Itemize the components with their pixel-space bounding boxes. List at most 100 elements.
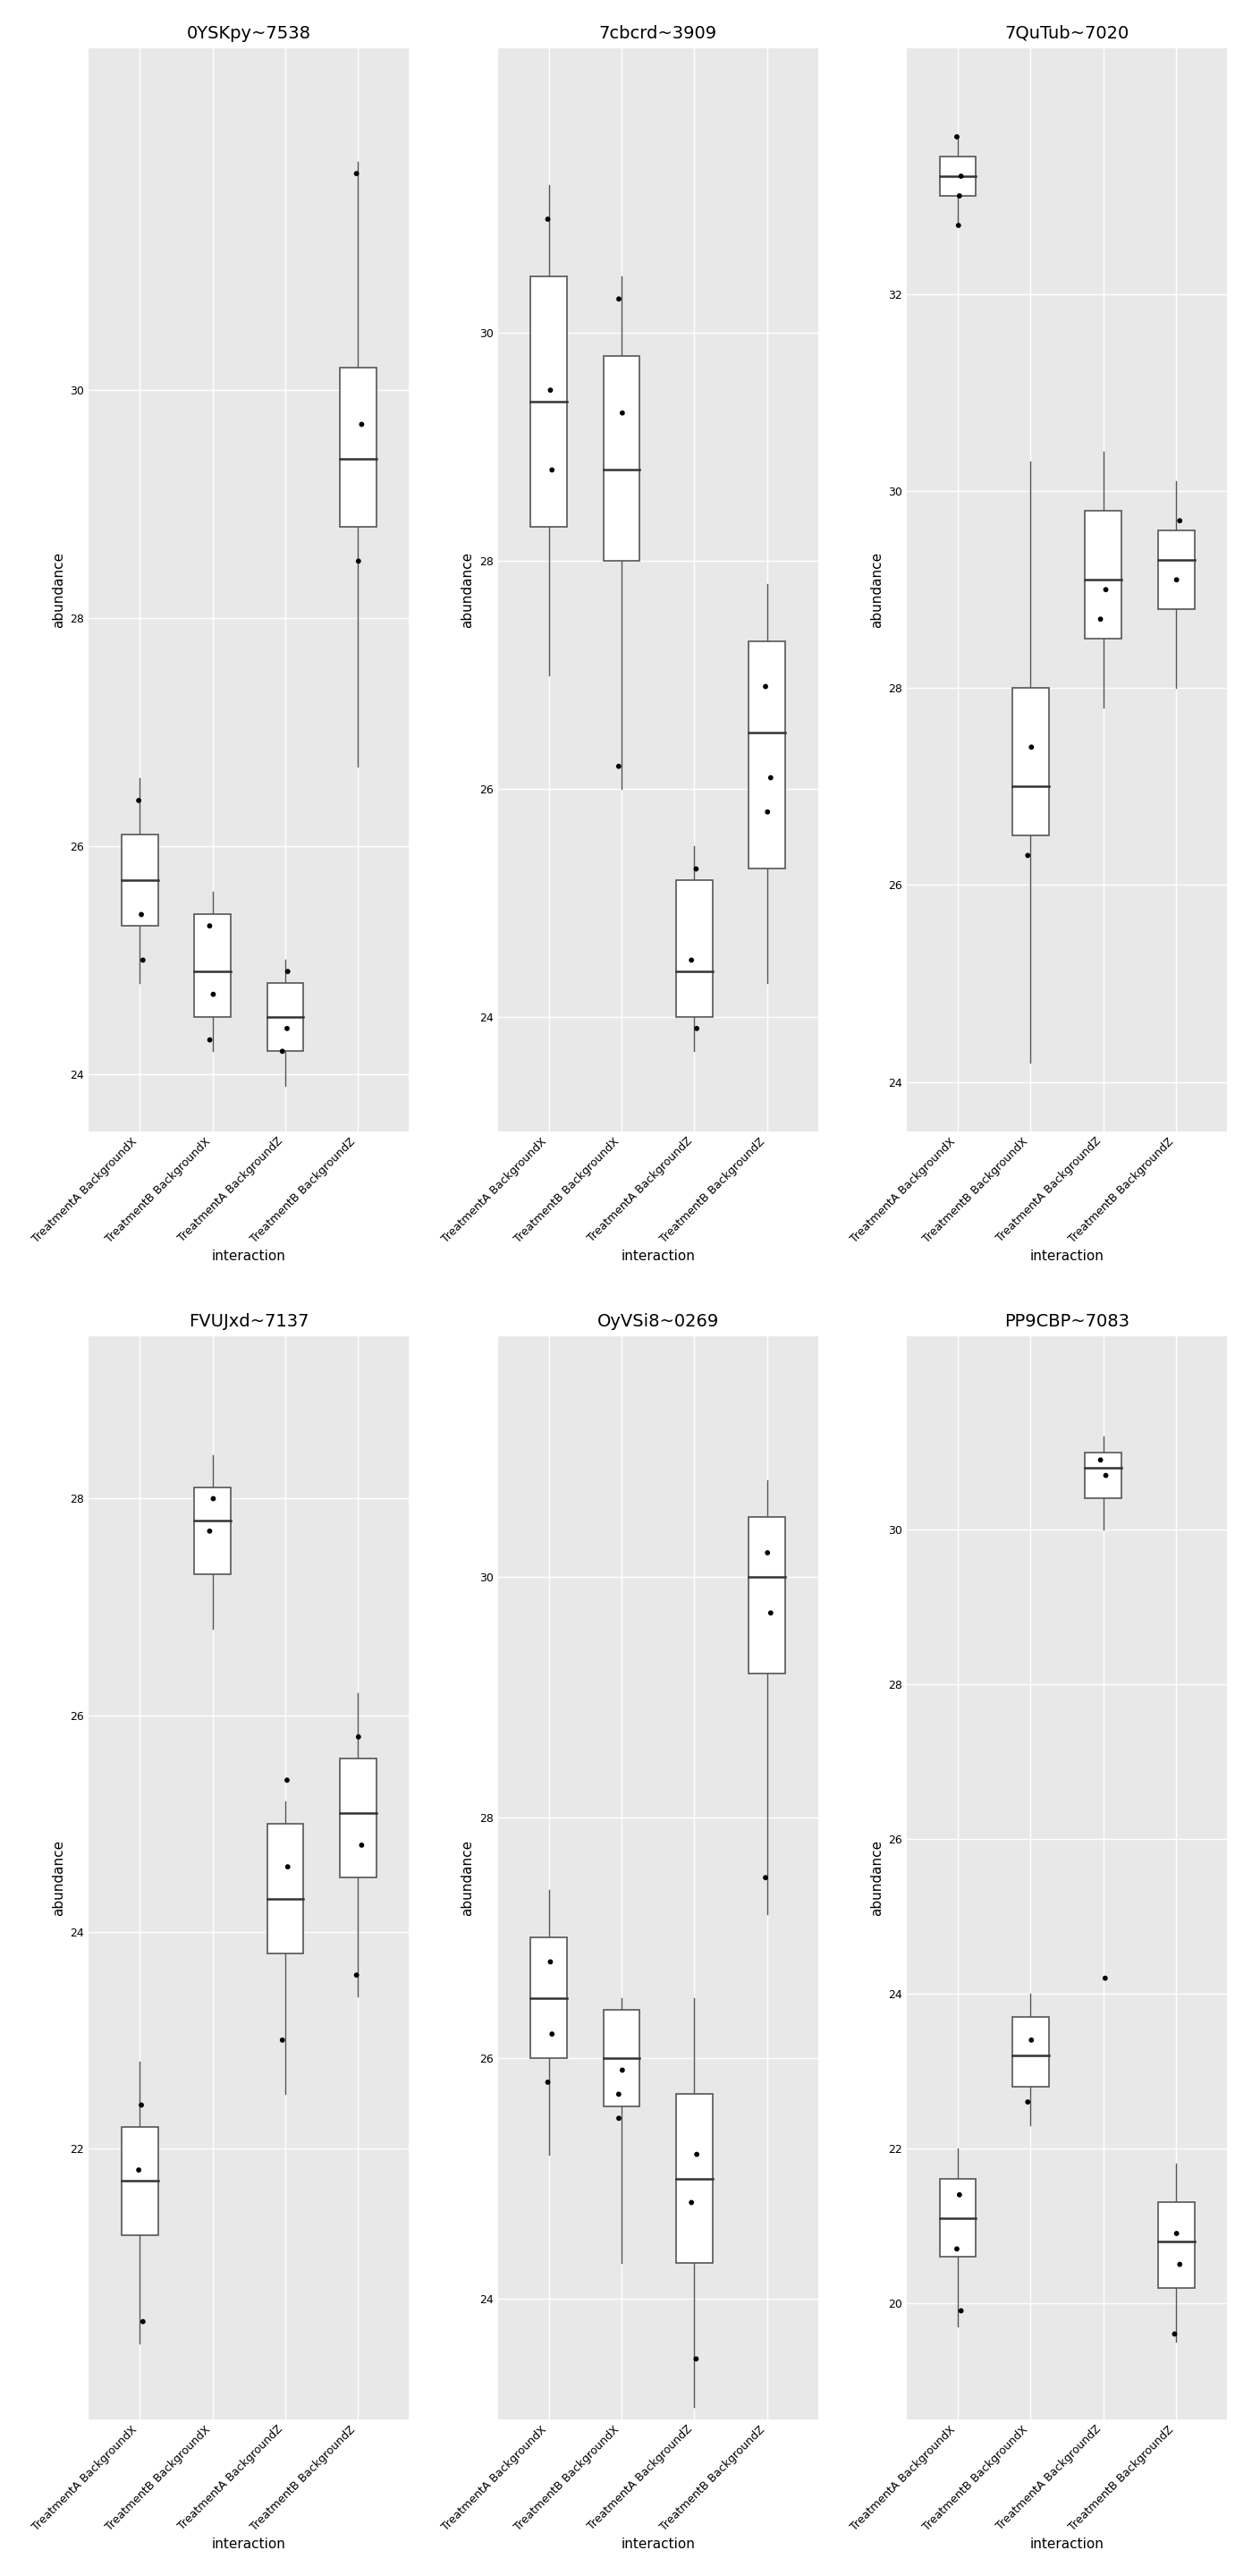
Point: [686, 2339, 706, 2380]
Point: [608, 2097, 629, 2138]
Point: [278, 951, 298, 992]
FancyBboxPatch shape: [603, 355, 640, 562]
Y-axis label: abundance: abundance: [461, 551, 475, 629]
Point: [1169, 2244, 1189, 2285]
Point: [612, 2050, 632, 2092]
FancyBboxPatch shape: [1085, 510, 1122, 639]
X-axis label: interaction: interaction: [1030, 1249, 1104, 1262]
Point: [1018, 835, 1038, 876]
Point: [755, 667, 775, 708]
Point: [129, 2148, 149, 2190]
FancyBboxPatch shape: [939, 157, 977, 196]
FancyBboxPatch shape: [749, 641, 785, 868]
FancyBboxPatch shape: [121, 835, 158, 925]
FancyBboxPatch shape: [267, 1824, 303, 1953]
FancyBboxPatch shape: [194, 1489, 230, 1574]
Point: [352, 404, 372, 446]
Point: [608, 2074, 629, 2115]
FancyBboxPatch shape: [1085, 1453, 1122, 1499]
Point: [1018, 2081, 1038, 2123]
FancyBboxPatch shape: [1158, 2202, 1194, 2287]
Point: [757, 791, 777, 832]
Y-axis label: abundance: abundance: [870, 551, 883, 629]
Point: [947, 116, 967, 157]
Title: OyVSi8~0269: OyVSi8~0269: [597, 1314, 719, 1329]
Y-axis label: abundance: abundance: [51, 1839, 65, 1917]
Point: [1022, 726, 1042, 768]
Point: [949, 175, 969, 216]
Point: [347, 152, 367, 193]
Point: [949, 2174, 969, 2215]
Point: [1164, 2313, 1184, 2354]
Point: [199, 1510, 219, 1551]
Point: [277, 1759, 297, 1801]
Point: [542, 448, 562, 489]
Point: [131, 2084, 151, 2125]
FancyBboxPatch shape: [1013, 2017, 1049, 2087]
Point: [538, 198, 558, 240]
Point: [273, 1030, 293, 1072]
Point: [686, 848, 706, 889]
FancyBboxPatch shape: [1158, 531, 1194, 611]
Point: [347, 1955, 367, 1996]
Point: [1022, 2020, 1042, 2061]
Point: [608, 744, 629, 786]
X-axis label: interaction: interaction: [621, 2537, 695, 2550]
Point: [277, 1007, 297, 1048]
Point: [278, 1847, 298, 1888]
FancyBboxPatch shape: [603, 2009, 640, 2107]
Point: [200, 1020, 220, 1061]
Point: [681, 940, 701, 981]
Point: [949, 204, 969, 245]
Title: PP9CBP~7083: PP9CBP~7083: [1004, 1314, 1129, 1329]
Point: [538, 2061, 558, 2102]
Point: [1167, 559, 1187, 600]
Point: [273, 2020, 293, 2061]
FancyBboxPatch shape: [939, 2179, 977, 2257]
Point: [133, 2300, 153, 2342]
FancyBboxPatch shape: [531, 276, 567, 528]
FancyBboxPatch shape: [267, 984, 303, 1051]
Point: [199, 904, 219, 945]
X-axis label: interaction: interaction: [621, 1249, 695, 1262]
Point: [687, 1007, 707, 1048]
FancyBboxPatch shape: [676, 881, 712, 1018]
Title: FVUJxd~7137: FVUJxd~7137: [189, 1314, 309, 1329]
FancyBboxPatch shape: [194, 914, 230, 1018]
FancyBboxPatch shape: [749, 1517, 785, 1672]
Point: [203, 974, 223, 1015]
Title: 0YSKpy~7538: 0YSKpy~7538: [187, 26, 310, 41]
Point: [755, 1857, 775, 1899]
Point: [1167, 2213, 1187, 2254]
Point: [348, 1716, 368, 1757]
Title: 7cbcrd~3909: 7cbcrd~3909: [598, 26, 717, 41]
Point: [203, 1479, 223, 1520]
X-axis label: interaction: interaction: [212, 1249, 285, 1262]
Y-axis label: abundance: abundance: [461, 1839, 475, 1917]
Point: [608, 278, 629, 319]
Point: [681, 2182, 701, 2223]
Point: [761, 1592, 781, 1633]
Point: [612, 392, 632, 433]
X-axis label: interaction: interaction: [1030, 2537, 1104, 2550]
Y-axis label: abundance: abundance: [870, 1839, 883, 1917]
Point: [1096, 569, 1116, 611]
Point: [1096, 1455, 1116, 1497]
Point: [1090, 598, 1111, 639]
X-axis label: interaction: interaction: [212, 2537, 285, 2550]
Point: [542, 2014, 562, 2056]
Point: [541, 368, 561, 410]
Y-axis label: abundance: abundance: [51, 551, 65, 629]
Point: [131, 894, 151, 935]
Title: 7QuTub~7020: 7QuTub~7020: [1004, 26, 1129, 41]
Point: [952, 155, 972, 196]
Point: [348, 541, 368, 582]
Point: [1096, 1958, 1116, 1999]
Point: [129, 781, 149, 822]
Point: [1090, 1440, 1111, 1481]
FancyBboxPatch shape: [676, 2094, 712, 2262]
Point: [541, 1942, 561, 1984]
FancyBboxPatch shape: [531, 1937, 567, 2058]
Point: [687, 2133, 707, 2174]
Point: [947, 2228, 967, 2269]
